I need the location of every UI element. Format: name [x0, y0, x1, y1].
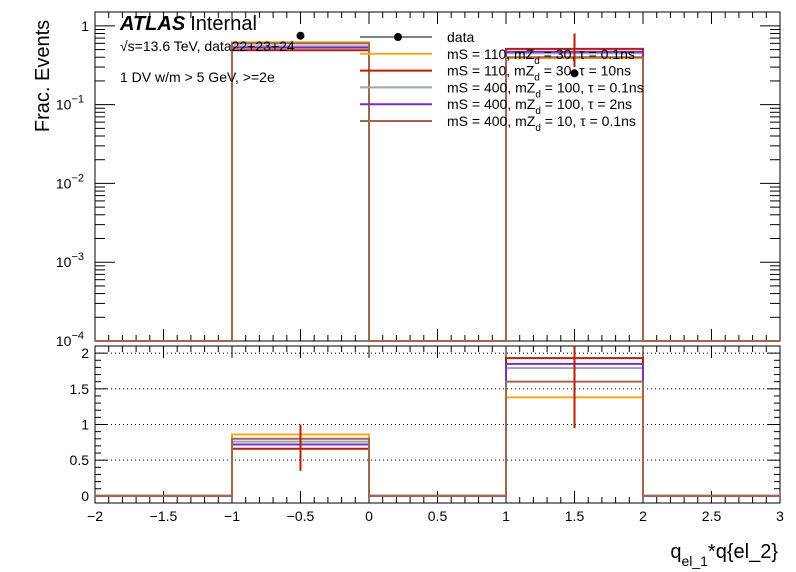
legend-label-text: mS = 400, mZ [447, 96, 536, 112]
legend-label: mS = 110, mZd = 30, τ = 10ns [447, 63, 631, 84]
legend-label-rest: = 100, τ = 0.1ns [541, 79, 644, 95]
y-tick-exponent: −2 [71, 172, 84, 184]
x-axis-label-main: q [670, 541, 681, 563]
legend-label-rest: = 30, τ = 0.1ns [540, 46, 635, 62]
y-tick-label: 10−3 [56, 251, 84, 270]
main-hist-series [95, 42, 780, 342]
y-tick-exponent: −4 [71, 330, 84, 342]
y-tick-label: 10−2 [56, 172, 84, 191]
y-tick-base: 10 [56, 333, 72, 349]
main-hist-series [95, 41, 780, 342]
y-tick-label: 1 [81, 18, 89, 34]
y-tick-base: 10 [56, 254, 72, 270]
legend-label: mS = 400, mZd = 100, τ = 2ns [447, 96, 632, 117]
legend-label-text: mS = 110, mZ [447, 63, 535, 79]
x-tick-label: 2.5 [702, 508, 722, 524]
legend-label-sub: d [535, 106, 541, 117]
data-point [570, 69, 579, 78]
legend-label-rest: = 100, τ = 2ns [541, 96, 632, 112]
legend-label: mS = 400, mZd = 10, τ = 0.1ns [447, 113, 636, 134]
x-axis-label-rest: *q{el_2} [708, 541, 778, 563]
main-frame [94, 11, 781, 342]
x-tick-label: 2 [639, 508, 647, 524]
y-tick-label: 10−1 [56, 94, 84, 113]
legend-label-sub: d [534, 73, 540, 84]
selection-label: 1 DV w/m > 5 GeV, >=2e [120, 69, 275, 85]
y-tick-exponent: −1 [71, 94, 84, 106]
y-tick-base: 10 [56, 97, 72, 113]
ratio-hist-series [95, 396, 780, 497]
legend-label-sub: d [535, 123, 541, 134]
x-tick-label: −2 [87, 508, 103, 524]
legend-label-text: mS = 110, mZ [447, 46, 535, 62]
x-tick-label: −1 [224, 508, 240, 524]
ratio-y-tick-label: 0.5 [70, 452, 90, 468]
status-label: Internal [190, 13, 257, 35]
legend-label: mS = 110, mZd = 30, τ = 0.1ns [447, 46, 635, 67]
legend-label-rest: = 10, τ = 0.1ns [541, 113, 636, 129]
y-tick-base: 10 [56, 175, 72, 191]
x-tick-label: 1 [502, 508, 510, 524]
y-axis-label: Frac. Events [32, 20, 54, 132]
ratio-y-tick-label: 1 [81, 417, 89, 433]
ratio-hist-series [95, 380, 780, 497]
main-hist-series [95, 47, 780, 342]
atlas-label: ATLAS Internal [119, 13, 257, 35]
ratio-panel: −2 −1.5 −1 −0.5 0 0.5 1 1.5 2 2.5 3 0 0.5 1 1.5 2 [70, 345, 785, 524]
x-tick-label: 0 [365, 508, 373, 524]
energy-label: √s=13.6 TeV, data22+23+24 [120, 38, 295, 54]
x-tick-label: −1.5 [150, 508, 178, 524]
y-tick-exponent: −3 [71, 251, 84, 263]
legend-label-data: data [447, 29, 474, 45]
ratio-y-tick-label: 2 [81, 345, 89, 361]
data-point [296, 31, 305, 40]
ratio-hist-series [95, 367, 780, 497]
experiment-name: ATLAS [119, 13, 186, 35]
main-hist-series [95, 46, 780, 342]
main-hist-series [95, 45, 780, 342]
legend-label-rest: = 30, τ = 10ns [540, 63, 631, 79]
legend-label: mS = 400, mZd = 100, τ = 0.1ns [447, 79, 644, 100]
legend-label-text: mS = 400, mZ [447, 79, 536, 95]
x-tick-label: 0.5 [428, 508, 448, 524]
legend-label-sub: d [535, 89, 541, 100]
labels: Frac. Events qel_1*q{el_2} ATLAS Internal… [32, 13, 778, 569]
ratio-frame [94, 345, 781, 504]
main-panel: 110−110−210−310−4 [56, 11, 781, 349]
legend-label-text: mS = 400, mZ [447, 113, 536, 129]
y-tick-base: 1 [81, 18, 89, 34]
ratio-hist-series [95, 357, 780, 497]
ratio-hist-series [95, 362, 780, 497]
x-axis-label-sub: el_1 [681, 553, 708, 569]
y-tick-label: 10−4 [56, 330, 84, 349]
ratio-y-tick-label: 1.5 [70, 381, 90, 397]
x-tick-label: 1.5 [565, 508, 585, 524]
ratio-y-tick-label: 0 [81, 488, 89, 504]
x-tick-label: 3 [776, 508, 784, 524]
legend-data-marker [394, 33, 402, 41]
x-tick-label: −0.5 [287, 508, 315, 524]
x-axis-label: qel_1*q{el_2} [670, 541, 778, 569]
legend-label-sub: d [534, 56, 540, 67]
